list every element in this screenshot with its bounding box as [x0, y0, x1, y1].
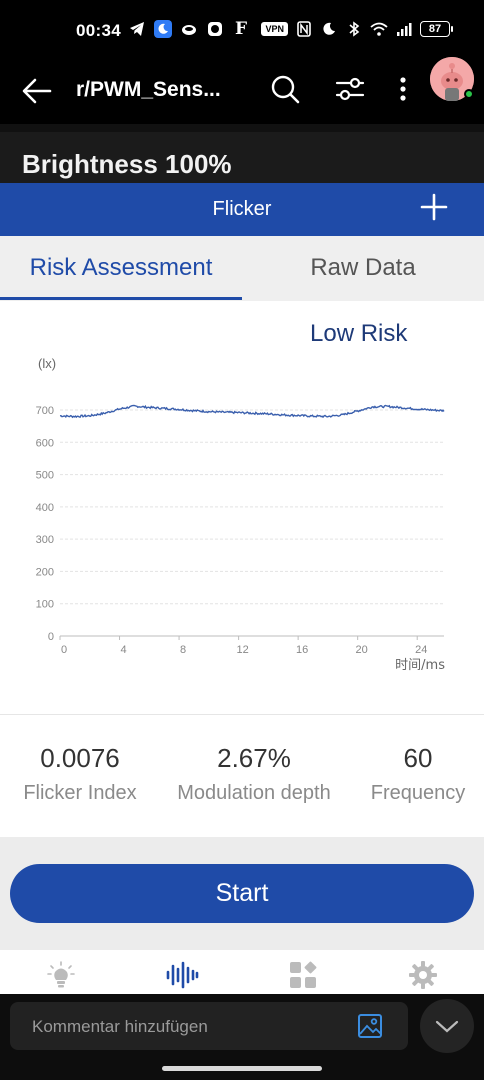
more-options-icon[interactable]: [390, 72, 416, 106]
filter-icon[interactable]: [333, 72, 367, 106]
app-badge-icon: [206, 20, 224, 38]
brightness-label: Brightness 100%: [22, 149, 232, 179]
system-icons: VPN 87: [261, 20, 453, 38]
back-arrow-icon[interactable]: [20, 74, 54, 108]
collapse-button[interactable]: [420, 999, 474, 1053]
cloud-icon: [180, 20, 198, 38]
flicker-index-label: Flicker Index: [23, 782, 137, 804]
avatar[interactable]: [430, 57, 474, 101]
modulation-depth-label: Modulation depth: [177, 782, 331, 804]
modulation-depth-value: 2.67%: [217, 743, 291, 773]
plus-icon[interactable]: [420, 193, 448, 221]
font-icon: F: [234, 19, 248, 39]
x-tick-label: 8: [180, 644, 186, 656]
waveform-icon[interactable]: [165, 960, 199, 990]
bulb-icon[interactable]: [46, 960, 76, 990]
comment-input[interactable]: [10, 1002, 408, 1050]
y-tick-labels: 700 600 500 400 300 200 100 0: [36, 405, 54, 643]
x-tick-labels: 0 4 8 12 16 20 24: [61, 644, 427, 656]
x-tick-label: 12: [236, 644, 248, 656]
flicker-header: Flicker: [0, 183, 484, 236]
y-axis-label: (lx): [38, 356, 56, 371]
y-tick-label: 100: [36, 599, 54, 611]
flicker-title: Flicker: [212, 198, 272, 220]
x-tick-label: 0: [61, 644, 67, 656]
risk-level: Low Risk: [310, 320, 408, 347]
x-tick-label: 24: [415, 644, 427, 656]
battery-indicator: 87: [420, 21, 453, 37]
bluetooth-icon: [345, 20, 363, 38]
subreddit-title[interactable]: r/PWM_Sens...: [76, 78, 221, 101]
active-tab-indicator: [0, 297, 242, 300]
illuminance-series-line: [59, 404, 445, 419]
nfc-icon: [295, 20, 313, 38]
bottom-nav: [0, 950, 484, 994]
snoo-avatar-icon: [430, 57, 474, 101]
metric-modulation-depth: 2.67% Modulation depth: [170, 743, 338, 805]
online-status-dot: [464, 89, 474, 99]
status-bar: 00:34 F ● VPN 87: [0, 0, 484, 60]
metrics-panel: 0.0076 Flicker Index 2.67% Modulation de…: [0, 714, 484, 837]
do-not-disturb-icon: [320, 20, 338, 38]
x-tick-label: 4: [120, 644, 126, 656]
notification-icons: F ●: [128, 19, 276, 39]
y-tick-label: 300: [36, 534, 54, 546]
y-tick-label: 0: [48, 631, 54, 643]
x-tick-label: 20: [356, 644, 368, 656]
comment-placeholder: Kommentar hinzufügen: [32, 1017, 208, 1036]
start-button[interactable]: Start: [10, 864, 474, 923]
status-time: 00:34: [76, 21, 121, 40]
chart-panel: [0, 301, 484, 714]
metric-frequency: 60 Frequency: [364, 743, 472, 805]
chart-grid: [59, 409, 444, 640]
search-icon[interactable]: [268, 72, 302, 106]
image-attach-icon[interactable]: [357, 1013, 383, 1039]
y-tick-label: 700: [36, 405, 54, 417]
chevron-down-icon: [435, 1020, 459, 1033]
vpn-badge: VPN: [261, 22, 288, 36]
y-tick-label: 500: [36, 470, 54, 482]
flicker-index-value: 0.0076: [40, 743, 120, 773]
frequency-value: 60: [403, 743, 433, 773]
y-tick-label: 400: [36, 502, 54, 514]
telegram-icon: [128, 20, 146, 38]
tab-bar: Risk Assessment Raw Data: [0, 236, 484, 301]
y-tick-label: 600: [36, 437, 54, 449]
x-axis-label: 时间/ms: [395, 658, 445, 673]
brightness-strip: [0, 132, 484, 183]
signal-icon: [395, 20, 413, 38]
settings-gear-icon[interactable]: [408, 960, 438, 990]
tab-risk-assessment[interactable]: Risk Assessment: [29, 254, 213, 281]
moon-app-icon: [154, 20, 172, 38]
apps-icon[interactable]: [288, 960, 318, 990]
y-tick-label: 200: [36, 566, 54, 578]
frequency-label: Frequency: [370, 782, 466, 804]
wifi-icon: [370, 20, 388, 38]
app-bar: r/PWM_Sens...: [0, 60, 484, 124]
metric-flicker-index: 0.0076 Flicker Index: [18, 743, 142, 805]
x-tick-label: 16: [296, 644, 308, 656]
home-indicator[interactable]: [162, 1066, 322, 1071]
tab-raw-data[interactable]: Raw Data: [310, 254, 416, 281]
